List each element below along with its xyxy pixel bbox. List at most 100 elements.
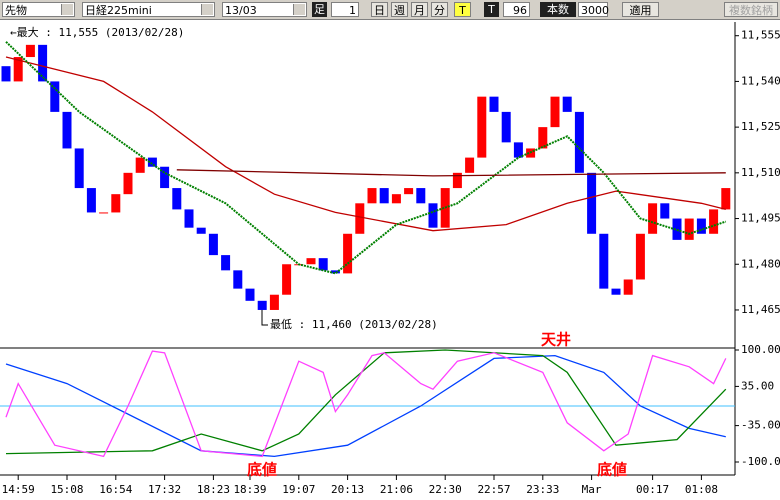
- tick-label: T: [484, 2, 499, 17]
- candle-body: [611, 288, 621, 295]
- bar-input[interactable]: 1: [331, 2, 359, 17]
- x-tick-label: 21:06: [380, 483, 413, 496]
- candle-body: [660, 203, 670, 219]
- month-select[interactable]: 13/03: [222, 2, 307, 17]
- candle-body: [257, 300, 267, 310]
- x-tick-label: 18:39: [233, 483, 266, 496]
- candle-body: [160, 166, 170, 189]
- tick-input[interactable]: 96: [503, 2, 530, 17]
- x-tick-label: 22:30: [429, 483, 462, 496]
- candle-body: [635, 233, 645, 280]
- chart: 11,555 11,540 11,525 11,510 11,495 11,480 11,4…: [0, 22, 780, 496]
- candle-body: [513, 142, 523, 158]
- candle-body: [428, 203, 438, 228]
- candle-body: [684, 218, 694, 240]
- x-tick-label: 17:32: [148, 483, 181, 496]
- y-tick-label: 35.00: [741, 379, 774, 392]
- x-tick-label: 01:08: [685, 483, 718, 496]
- annotation: 天井: [541, 331, 571, 349]
- candle-body: [184, 209, 194, 228]
- bar-label: 足: [312, 2, 327, 17]
- line-series: [5, 41, 727, 275]
- y-tick-label: 11,540: [741, 74, 780, 87]
- candle-body: [50, 81, 60, 112]
- candle-body: [1, 66, 11, 82]
- week-button[interactable]: 週: [391, 2, 408, 17]
- month-button[interactable]: 月: [411, 2, 428, 17]
- candle-body: [404, 188, 414, 195]
- y-tick-label: 100.00: [741, 343, 780, 356]
- candle-body: [196, 227, 206, 234]
- x-tick-label: 14:59: [2, 483, 35, 496]
- x-tick-label: 00:17: [636, 483, 669, 496]
- candle-body: [306, 258, 316, 265]
- candle-body: [99, 212, 109, 214]
- apply-button[interactable]: 適用: [622, 2, 659, 17]
- candle-body: [709, 209, 719, 234]
- candle-body: [696, 218, 706, 234]
- market-select[interactable]: 先物: [2, 2, 75, 17]
- count-label: 本数: [540, 2, 576, 17]
- candle-body: [501, 111, 511, 143]
- count-input[interactable]: 3000: [578, 2, 609, 17]
- x-tick-label: Mar: [582, 483, 602, 496]
- candle-body: [172, 188, 182, 210]
- candle-body: [25, 44, 35, 58]
- y-tick-label: 11,555: [741, 29, 780, 42]
- minute-button[interactable]: 分: [431, 2, 448, 17]
- candle-body: [13, 57, 23, 82]
- y-tick-label: 11,525: [741, 120, 780, 133]
- y-tick-label: 11,480: [741, 257, 780, 270]
- y-tick-label: -100.00: [741, 455, 780, 468]
- y-tick-label: 11,465: [741, 303, 780, 316]
- line-series: [5, 56, 726, 232]
- line-series: [176, 169, 726, 177]
- y-tick-label: 11,495: [741, 212, 780, 225]
- candle-body: [208, 233, 218, 256]
- tick-button[interactable]: T: [454, 2, 471, 17]
- candle-body: [538, 127, 548, 149]
- candle-body: [465, 157, 475, 173]
- x-tick-label: 22:57: [477, 483, 510, 496]
- candle-body: [477, 96, 487, 158]
- candle-body: [318, 258, 328, 271]
- candle-body: [38, 44, 48, 82]
- candle-body: [282, 264, 292, 295]
- candle-body: [367, 188, 377, 204]
- x-tick-label: 15:08: [50, 483, 83, 496]
- candle-body: [111, 194, 121, 213]
- x-tick-label: 20:13: [331, 483, 364, 496]
- day-button[interactable]: 日: [371, 2, 388, 17]
- candle-body: [721, 188, 731, 210]
- multi-symbol-button[interactable]: 複数銘柄: [724, 2, 778, 17]
- candle-body: [416, 188, 426, 204]
- candle-body: [245, 288, 255, 301]
- line-series: [5, 354, 726, 458]
- candle-body: [623, 279, 633, 295]
- annotation: 底値: [597, 461, 627, 479]
- candle-body: [86, 188, 96, 213]
- toolbar: 先物 日経225mini 13/03 足 1 日 週 月 分 T T 96 本数…: [0, 0, 780, 20]
- symbol-select[interactable]: 日経225mini: [82, 2, 215, 17]
- candle-body: [379, 188, 389, 204]
- candle-body: [62, 111, 72, 149]
- candle-body: [74, 148, 84, 189]
- y-tick-label: -35.00: [741, 419, 780, 432]
- x-tick-label: 19:07: [282, 483, 315, 496]
- candle-body: [587, 172, 597, 234]
- candle-body: [599, 233, 609, 289]
- annotation: ←最大 : 11,555 (2013/02/28): [10, 25, 184, 39]
- candle-body: [123, 172, 133, 195]
- candle-body: [135, 157, 145, 173]
- x-tick-label: 18:23: [197, 483, 230, 496]
- annotation: 最低 : 11,460 (2013/02/28): [270, 318, 438, 331]
- candle-body: [343, 233, 353, 274]
- x-tick-label: 16:54: [99, 483, 132, 496]
- candle-body: [391, 194, 401, 204]
- candle-body: [147, 157, 157, 167]
- x-tick-label: 23:33: [526, 483, 559, 496]
- candle-body: [562, 96, 572, 112]
- line-series: [5, 350, 727, 458]
- candle-body: [648, 203, 658, 234]
- candle-body: [233, 270, 243, 289]
